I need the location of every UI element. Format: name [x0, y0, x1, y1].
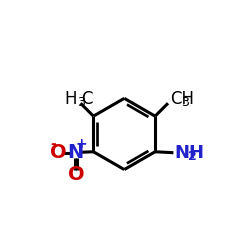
- Text: O: O: [50, 143, 66, 162]
- Text: 3: 3: [181, 96, 189, 109]
- Text: 3: 3: [77, 96, 85, 109]
- Text: O: O: [68, 165, 84, 184]
- Text: CH: CH: [170, 90, 194, 108]
- Text: N: N: [67, 143, 83, 162]
- Text: H: H: [64, 90, 77, 108]
- Text: C: C: [81, 90, 92, 108]
- Text: NH: NH: [174, 144, 204, 162]
- Text: 2: 2: [188, 150, 197, 164]
- Text: +: +: [75, 137, 87, 151]
- Text: -: -: [50, 137, 56, 151]
